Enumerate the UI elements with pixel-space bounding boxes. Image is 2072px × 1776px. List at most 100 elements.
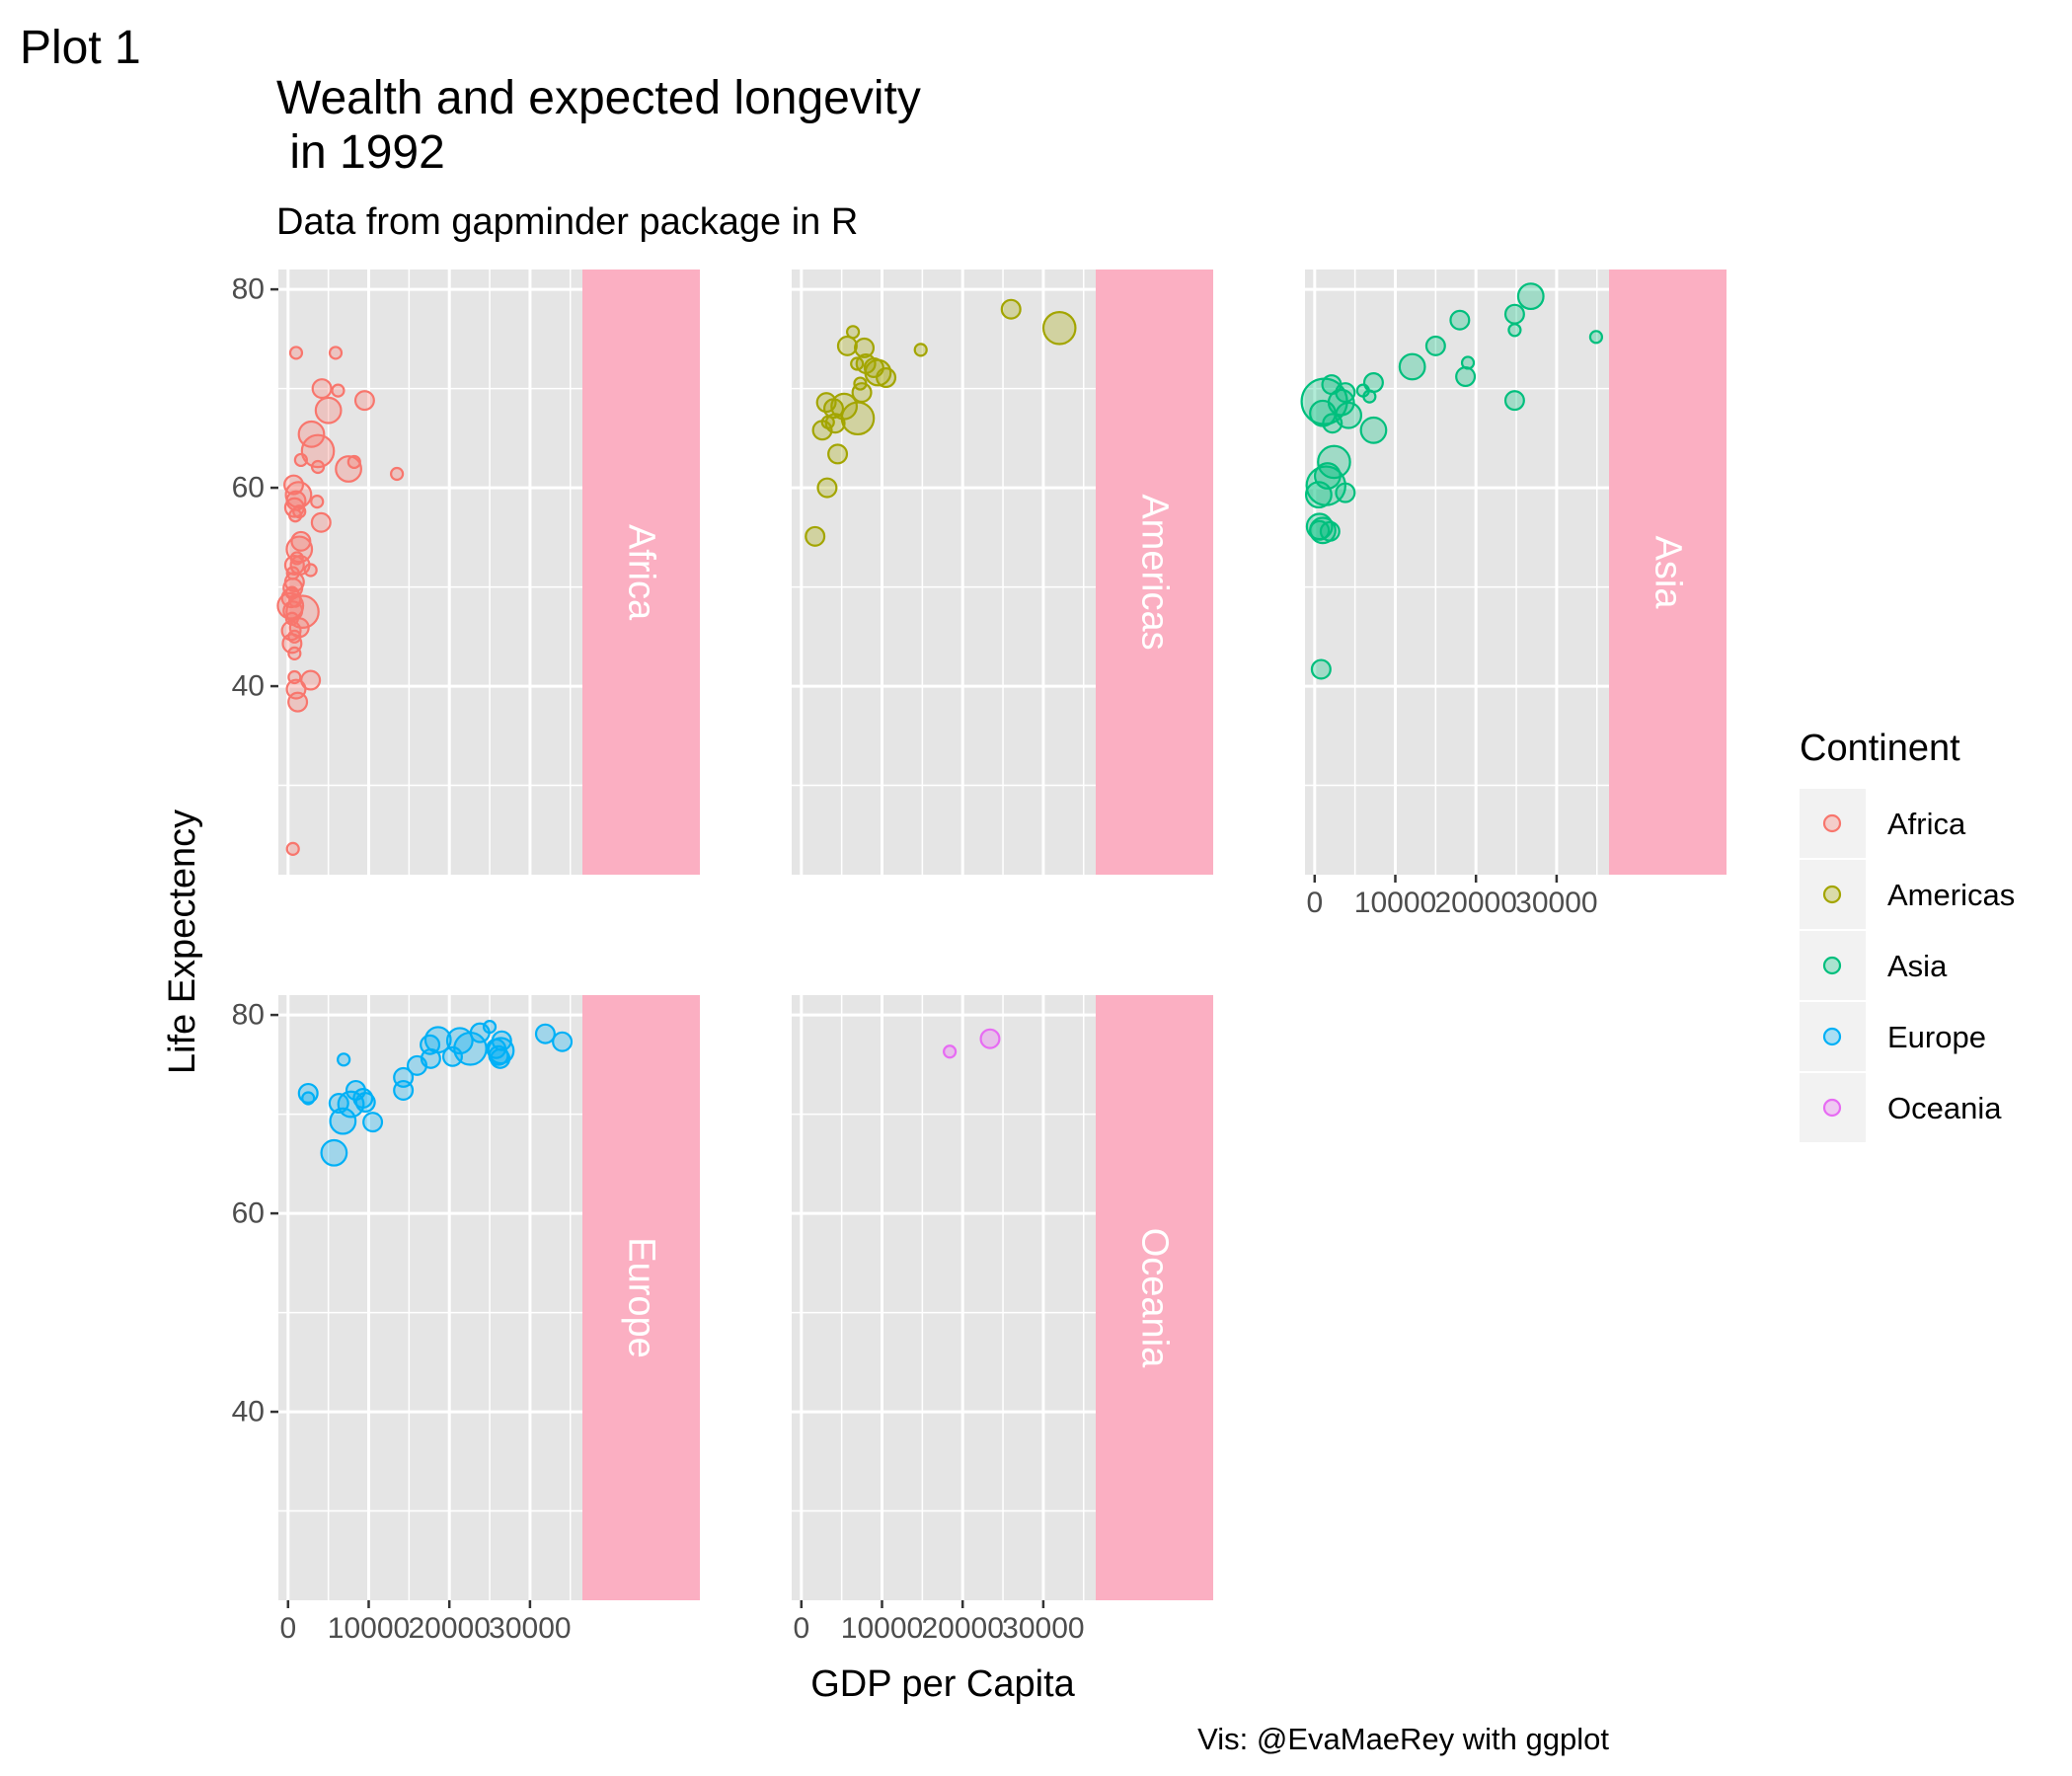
legend-key-asia [1800,931,1866,1000]
data-point-africa [353,390,375,412]
data-point-europe [393,1079,415,1101]
legend: Continent Africa Americas Asia Europe Oceani… [1800,728,2015,1142]
legend-label-americas: Americas [1887,878,2015,912]
legend-swatch-americas [1822,885,1842,904]
facet-africa: Africa 40 60 80 [232,270,700,875]
data-point-asia [1516,282,1545,311]
chart-title-line-2: in 1992 [276,126,445,179]
strip-label-americas: Americas [1134,494,1176,650]
legend-key-americas [1800,860,1866,929]
data-point-asia [1507,323,1522,338]
data-point-americas [854,337,876,358]
data-point-asia [1503,303,1525,325]
x-tick-label: 30000 [1002,1612,1084,1645]
data-point-africa [288,508,303,523]
data-point-europe [534,1023,556,1044]
data-point-asia [1304,481,1333,509]
data-point-asia [1362,389,1377,404]
data-point-europe [362,1112,384,1133]
panel-background [792,995,1096,1600]
y-tick-label: 40 [232,670,265,703]
data-point-africa [287,691,309,713]
chart-title-line-1: Wealth and expected longevity [276,72,921,124]
legend-key-africa [1800,789,1866,858]
legend-label-asia: Asia [1887,949,1948,983]
panel-background [278,995,582,1600]
y-axis-title: Life Expectency [162,810,203,1074]
strip-label-oceania: Oceania [1134,1228,1176,1368]
data-point-europe [320,1138,348,1167]
data-point-americas [816,477,838,499]
data-point-africa [283,554,305,576]
legend-label-africa: Africa [1887,807,1966,841]
data-point-africa [303,563,318,578]
panel-background [1305,270,1609,875]
data-point-asia [1455,366,1477,388]
data-point-asia [1309,516,1337,545]
data-point-americas [836,335,858,356]
data-point-asia [1503,390,1525,412]
data-point-oceania [979,1028,1001,1049]
data-point-africa [310,511,332,533]
data-point-americas [827,443,849,465]
strip-label-asia: Asia [1648,536,1689,610]
data-point-oceania [943,1044,958,1059]
data-point-africa [328,346,344,360]
y-tick-label: 60 [232,1197,265,1230]
data-point-americas [876,367,897,389]
strip-background [1096,995,1213,1600]
data-point-americas [840,401,876,436]
data-point-asia [1310,658,1332,680]
data-point-africa [285,841,300,856]
x-tick-label: 0 [279,1612,296,1645]
data-point-americas [811,420,833,441]
x-tick-label: 0 [793,1612,809,1645]
data-point-africa [300,433,336,469]
data-point-americas [805,525,826,547]
y-tick-label: 80 [232,273,265,306]
data-point-europe [490,1047,511,1069]
data-point-asia [1322,413,1343,434]
data-point-asia [1449,309,1471,331]
legend-swatch-africa [1822,813,1842,833]
data-point-europe [337,1052,351,1067]
data-point-asia [1335,482,1356,503]
y-tick-label: 60 [232,472,265,504]
panel-background [792,270,1096,875]
strip-label-europe: Europe [621,1237,662,1358]
chart-caption: Vis: @EvaMaeRey with ggplot [1197,1722,1609,1756]
data-point-americas [850,356,865,371]
legend-swatch-europe [1822,1027,1842,1046]
x-tick-label: 0 [1306,887,1323,919]
y-tick-label: 80 [232,999,265,1032]
data-point-asia [1398,352,1426,381]
data-point-africa [310,495,325,509]
x-tick-label: 10000 [841,1612,923,1645]
data-point-asia [1588,330,1604,345]
data-point-africa [310,459,326,475]
x-tick-label: 30000 [489,1612,571,1645]
facet-panels: Africa 40 60 80 Americas Asia 0 10000 20000 30000… [232,270,1727,1645]
x-tick-label: 10000 [328,1612,410,1645]
data-point-americas [1041,310,1077,346]
strip-background [582,270,700,875]
data-point-asia [1317,444,1351,480]
legend-key-europe [1800,1002,1866,1071]
strip-label-africa: Africa [621,524,662,621]
data-point-asia [1359,416,1388,444]
data-point-africa [311,378,333,400]
data-point-africa [288,346,304,360]
x-tick-label: 20000 [1434,887,1516,919]
data-point-europe [407,1054,428,1076]
legend-label-europe: Europe [1887,1020,1986,1054]
panel-background [278,270,582,875]
data-point-africa [314,396,343,425]
data-point-europe [329,1107,357,1135]
plot-tag: Plot 1 [20,22,141,74]
data-point-europe [301,1091,316,1106]
data-point-africa [283,474,305,496]
legend-swatch-oceania [1822,1098,1842,1118]
data-point-europe [552,1031,574,1052]
